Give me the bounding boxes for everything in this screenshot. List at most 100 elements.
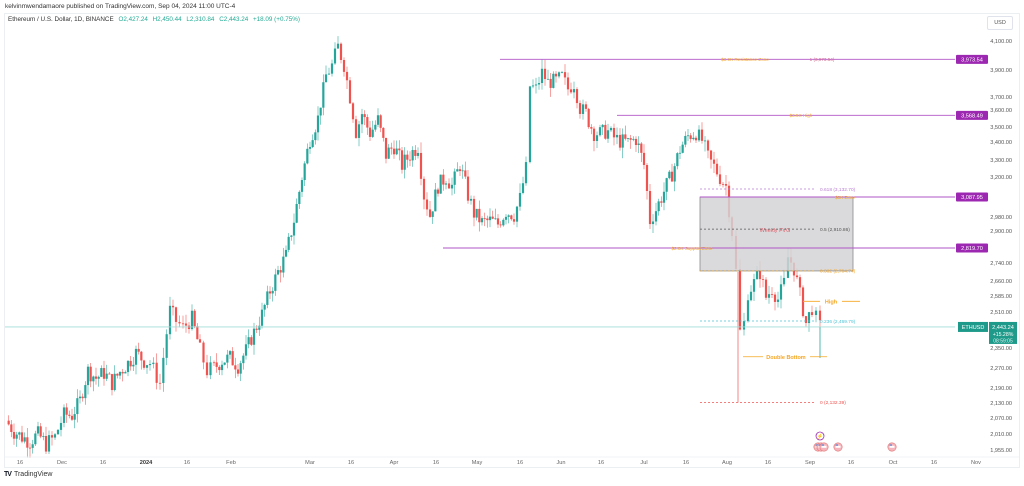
candle-body [162,357,165,384]
candle-body [534,84,538,86]
candle-body [398,148,401,151]
candle-body [395,148,398,155]
candle-body [330,63,334,74]
fib-level-label: 0.236 (2,469.79) [820,319,856,325]
candle-body [371,129,374,137]
candle-body [12,431,16,439]
candle-body [657,201,660,212]
candle-body [137,348,140,352]
y-tick-label: 3,500.00 [990,125,1012,131]
candle-body [554,73,558,77]
fib-level-label: 0.382 (2,704.74) [820,269,856,275]
x-tick-label: Sep [805,460,815,466]
dividend-event-icon[interactable] [815,431,825,441]
candle-body [152,362,155,365]
x-tick-label: Jun [556,460,565,466]
currency-selector[interactable]: USD [987,16,1013,30]
x-tick-label: May [472,460,483,466]
y-tick-label: 2,980.00 [990,215,1012,221]
candle-body [196,326,199,340]
candle-body [148,364,152,366]
candle-body [629,138,632,140]
candle-body [478,208,481,223]
candle-body [28,447,32,449]
candle-body [351,103,355,120]
candle-body [764,279,768,298]
candle-body [406,154,409,160]
level-price-text: 2,819.70 [961,246,983,252]
x-tick-label: Dec [57,460,67,466]
symbol-badge [958,321,988,332]
candle-body [779,284,783,300]
candle-body [414,149,417,156]
y-tick-label: 2,270.00 [990,366,1012,372]
candle-body [42,436,45,437]
candle-body [84,385,87,399]
candle-body [572,89,576,93]
y-tick-label: 2,190.00 [990,386,1012,392]
candle-body [761,279,765,280]
candle-body [65,407,68,415]
candle-body [97,376,100,379]
candle-body [376,115,380,125]
candle-body [755,270,759,280]
candle-body [469,198,473,201]
fvg-label: Weekly FVG [760,228,791,234]
x-tick-label: 16 [100,460,106,466]
candle-body [126,360,130,373]
candle-body [654,211,658,222]
candle-body [110,374,114,391]
y-tick-label: 2,350.00 [990,346,1012,352]
candle-body [521,183,525,193]
candle-body [700,129,704,141]
x-tick-label: 16 [348,460,354,466]
candle-body [767,294,771,298]
candle-body [226,354,229,363]
symbol-legend: Ethereum / U.S. Dollar, 1D, BINANCE O2,4… [8,16,300,23]
candle-body [428,209,432,217]
candle-body [637,143,640,146]
y-tick-label: 2,660.00 [990,279,1012,285]
candle-body [271,290,274,294]
x-tick-label: 16 [765,460,771,466]
candle-body [384,137,388,159]
candle-body [327,73,331,75]
candle-body [480,218,484,223]
candle-body [814,310,818,316]
candle-body [436,189,440,194]
candle-body [7,420,10,425]
candle-body [578,103,582,114]
x-tick-label: 16 [683,460,689,466]
candle-body [23,437,26,442]
candle-body [442,174,445,185]
candle-body [512,219,516,222]
candle-body [303,163,306,181]
candle-body [178,321,181,324]
candle-body [168,305,172,335]
high-label: High [825,299,838,305]
flag-canton [818,444,821,446]
candle-body [228,351,232,355]
candle-body [651,221,655,225]
y-tick-label: 4,100.00 [990,39,1012,45]
x-tick-label: 16 [184,460,190,466]
candle-body [382,127,385,138]
flag-canton [815,444,818,446]
candle-body [124,372,127,374]
chart-frame [4,13,1020,468]
candle-body [36,426,40,434]
flag-stripe [835,445,841,448]
candle-body [279,270,282,273]
candle-body [575,89,579,104]
candle-body [466,176,470,201]
candle-body [416,152,420,156]
candle-body [354,119,358,138]
candle-body [113,373,116,391]
candle-body [100,368,103,377]
y-tick-label: 2,070.00 [990,416,1012,422]
candle-body [360,114,364,125]
level-label: $3.9K Resistance Zone [721,57,769,62]
candle-body [314,132,317,141]
footer-brand[interactable]: TV TradingView [4,471,52,478]
